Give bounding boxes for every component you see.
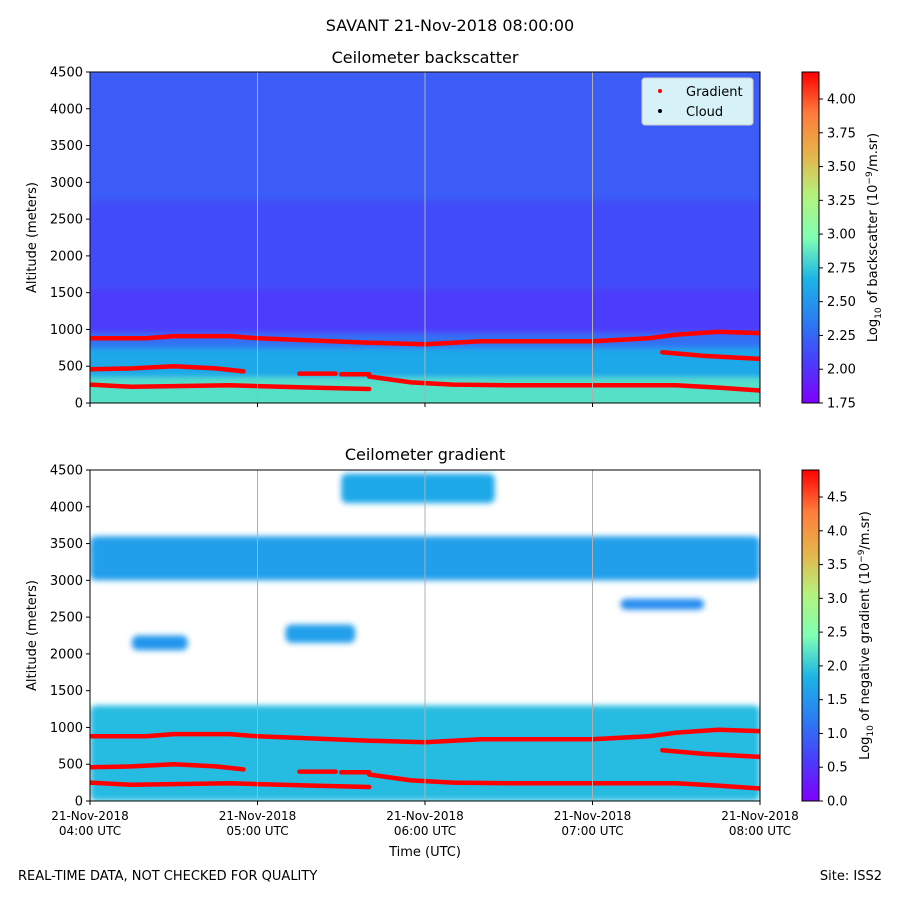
gradient-gradient-line	[90, 780, 372, 790]
gradient-colorbar-tick-label: 3.0	[827, 592, 848, 607]
gradient-ytick-label: 4500	[50, 464, 83, 479]
gradient-ytick-label: 4000	[50, 500, 83, 515]
legend-marker-gradient	[658, 89, 662, 93]
gradient-panel-title: Ceilometer gradient	[344, 445, 506, 464]
gradient-xtick-time: 07:00 UTC	[561, 824, 623, 838]
gradient-colorbar	[801, 469, 820, 802]
gradient-xtick-time: 04:00 UTC	[59, 824, 121, 838]
backscatter-colorbar-tick-label: 1.75	[827, 397, 856, 412]
gradient-colorbar-tick-label: 0.5	[827, 761, 848, 776]
gradient-colorbar-tick-label: 2.5	[827, 626, 848, 641]
legend-box	[641, 77, 754, 126]
backscatter-colorbar-tick-label: 2.50	[827, 295, 856, 310]
backscatter-colorbar-tick-label: 2.75	[827, 261, 856, 276]
gradient-ytick-label: 1000	[50, 721, 83, 736]
legend-label-gradient: Gradient	[686, 85, 743, 100]
gradient-colorbar-tick-label: 4.0	[827, 524, 848, 539]
backscatter-colorbar-tick-label: 3.00	[827, 228, 856, 243]
gradient-xtick-time: 05:00 UTC	[226, 824, 288, 838]
legend-label-cloud: Cloud	[686, 105, 723, 120]
backscatter-colorbar	[801, 71, 820, 404]
backscatter-ytick-label: 0	[75, 397, 83, 412]
backscatter-ytick-label: 4000	[50, 102, 83, 117]
gradient-patch	[131, 635, 188, 651]
gradient-ytick-label: 500	[58, 758, 83, 773]
backscatter-gradient-line	[90, 363, 246, 374]
backscatter-ylabel: Altitude (meters)	[25, 182, 40, 293]
gradient-ylabel: Altitude (meters)	[25, 580, 40, 691]
gradient-colorbar-tick-label: 1.0	[827, 727, 848, 742]
gradient-colorbar-label: Log10 of negative gradient (10−9/m.sr)	[857, 511, 876, 760]
gradient-xtick-date: 21-Nov-2018	[386, 809, 464, 823]
gradient-ytick-label: 3500	[50, 537, 83, 552]
gradient-patch	[285, 624, 356, 643]
backscatter-ytick-label: 4500	[50, 66, 83, 81]
gradient-xtick-date: 21-Nov-2018	[219, 809, 297, 823]
backscatter-colorbar-tick-label: 3.75	[827, 126, 856, 141]
gradient-ytick-label: 0	[75, 795, 83, 810]
legend-marker-cloud	[658, 109, 662, 113]
backscatter-gradient-line	[660, 349, 760, 362]
backscatter-colorbar-tick-label: 2.00	[827, 363, 856, 378]
gradient-xtick-date: 21-Nov-2018	[721, 809, 799, 823]
gradient-gradient-line	[90, 761, 246, 772]
backscatter-colorbar-tick-label: 4.00	[827, 93, 856, 108]
gradient-xtick-date: 21-Nov-2018	[554, 809, 632, 823]
quality-disclaimer: REAL-TIME DATA, NOT CHECKED FOR QUALITY	[18, 869, 318, 884]
figure-title: SAVANT 21-Nov-2018 08:00:00	[325, 16, 575, 35]
gradient-xtick-date: 21-Nov-2018	[51, 809, 129, 823]
gradient-ytick-label: 2000	[50, 647, 83, 662]
backscatter-ytick-label: 1000	[50, 323, 83, 338]
gradient-colorbar-tick-label: 4.5	[827, 491, 848, 506]
backscatter-colorbar-label: Log10 of backscatter (10−9/m.sr)	[865, 133, 884, 342]
site-label: Site: ISS2	[819, 869, 882, 884]
gradient-patch	[620, 598, 705, 610]
gradient-patch	[341, 473, 495, 504]
backscatter-colorbar-tick-label: 3.25	[827, 194, 856, 209]
gradient-xlabel: Time (UTC)	[388, 845, 461, 860]
backscatter-ytick-label: 1500	[50, 286, 83, 301]
backscatter-ytick-label: 3000	[50, 176, 83, 191]
backscatter-colorbar-tick-label: 2.25	[827, 329, 856, 344]
backscatter-ytick-label: 3500	[50, 139, 83, 154]
gradient-ytick-label: 1500	[50, 684, 83, 699]
gradient-xtick-time: 08:00 UTC	[729, 824, 791, 838]
backscatter-ytick-label: 500	[58, 360, 83, 375]
gradient-ytick-label: 3000	[50, 574, 83, 589]
gradient-colorbar-tick-label: 1.5	[827, 693, 848, 708]
gradient-xtick-time: 06:00 UTC	[394, 824, 456, 838]
backscatter-panel-title: Ceilometer backscatter	[331, 48, 519, 67]
backscatter-colorbar-tick-label: 3.50	[827, 160, 856, 175]
gradient-colorbar-tick-label: 3.5	[827, 558, 848, 573]
backscatter-gradient-line	[90, 382, 372, 392]
backscatter-ytick-label: 2000	[50, 249, 83, 264]
gradient-gradient-line	[660, 747, 760, 760]
backscatter-ytick-label: 2500	[50, 213, 83, 228]
gradient-colorbar-tick-label: 2.0	[827, 659, 848, 674]
gradient-colorbar-tick-label: 0.0	[827, 795, 848, 810]
gradient-ytick-label: 2500	[50, 611, 83, 626]
